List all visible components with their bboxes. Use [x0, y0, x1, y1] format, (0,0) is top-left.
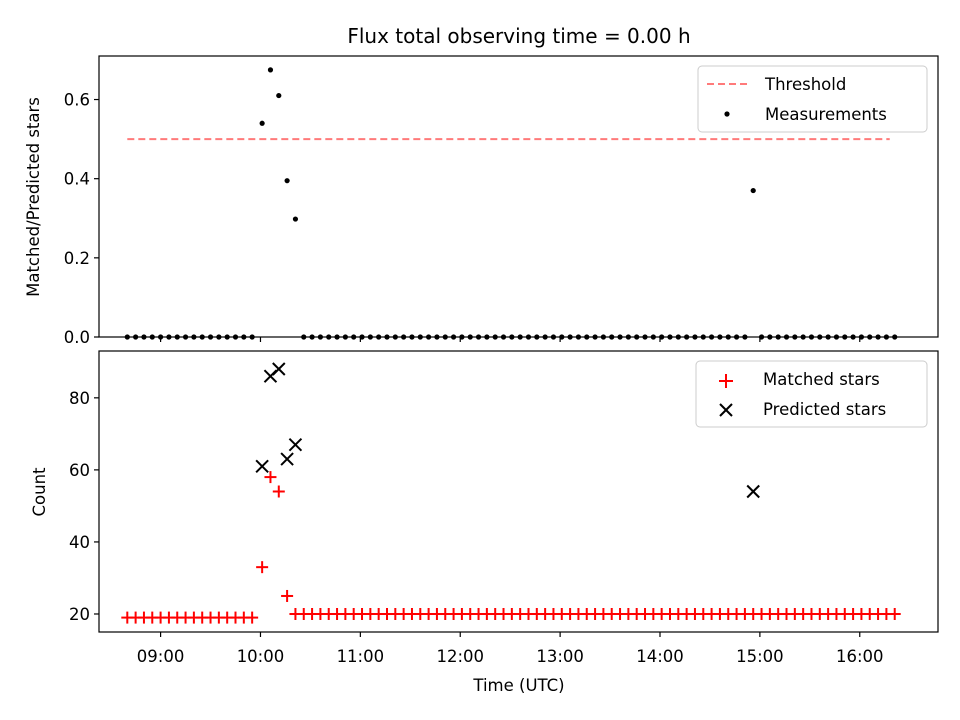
matched-stars-point	[256, 561, 269, 574]
matched-stars-point	[281, 589, 294, 602]
ratio-legend: Threshold Measurements	[697, 65, 928, 133]
y-tick-label: 80	[69, 389, 90, 408]
y-tick-label: 0.4	[64, 170, 90, 189]
x-tick-label: 10:00	[237, 647, 285, 666]
ratio-plot-frame	[98, 55, 939, 338]
measurements-legend-label: Measurements	[765, 105, 887, 124]
measurement-point	[259, 120, 265, 126]
count-plot-frame	[98, 350, 939, 633]
ratio-legend-box	[697, 65, 928, 133]
chart-title: Flux total observing time = 0.00 h	[347, 24, 690, 48]
matched-stars-point	[272, 485, 285, 498]
count-y-axis-label: Count	[30, 467, 49, 517]
x-tick-label: 09:00	[137, 647, 185, 666]
predicted-legend-label: Predicted stars	[763, 400, 886, 419]
matched-legend-label: Matched stars	[763, 370, 880, 389]
count-panel: 20 40 60 80 Count Matched stars Predicted s…	[30, 350, 939, 637]
ratio-panel: 0.0 0.2 0.4 0.6 Matched/Predicted stars Thr…	[24, 55, 939, 347]
x-tick-label: 15:00	[736, 647, 784, 666]
predicted-legend-swatch	[719, 403, 733, 417]
x-tick-label: 16:00	[836, 647, 884, 666]
predicted-stars-point	[746, 484, 760, 499]
ratio-y-axis-label: Matched/Predicted stars	[24, 97, 43, 297]
predicted-stars-point	[255, 459, 269, 473]
predicted-stars-point	[272, 362, 286, 376]
y-tick-label: 0.2	[64, 249, 90, 268]
y-tick-label: 20	[69, 605, 90, 624]
count-legend: Matched stars Predicted stars	[695, 360, 928, 428]
predicted-stars-point	[280, 452, 294, 466]
measurement-point	[267, 67, 274, 73]
matched-stars-point	[246, 611, 259, 624]
measurements-legend-swatch	[724, 111, 730, 117]
x-tick-label: 12:00	[436, 647, 484, 666]
x-tick-label: 13:00	[536, 647, 584, 666]
y-tick-label: 40	[69, 533, 90, 552]
x-axis-label: Time (UTC)	[472, 676, 564, 695]
threshold-legend-label: Threshold	[764, 75, 846, 94]
count-legend-box	[695, 360, 928, 428]
matched-stars-point	[888, 607, 901, 620]
predicted-stars-point	[288, 437, 303, 452]
y-tick-label: 60	[69, 461, 90, 480]
measurement-point	[276, 92, 282, 99]
x-tick-label: 11:00	[337, 647, 385, 666]
y-tick-label: 0.6	[64, 91, 90, 110]
y-tick-label: 0.0	[64, 328, 90, 347]
measurement-point	[292, 216, 299, 222]
matched-legend-swatch	[719, 374, 733, 388]
x-tick-label: 14:00	[636, 647, 684, 666]
measurement-point	[750, 187, 756, 194]
matched-stars-point	[264, 471, 277, 484]
measurement-point	[284, 178, 290, 184]
